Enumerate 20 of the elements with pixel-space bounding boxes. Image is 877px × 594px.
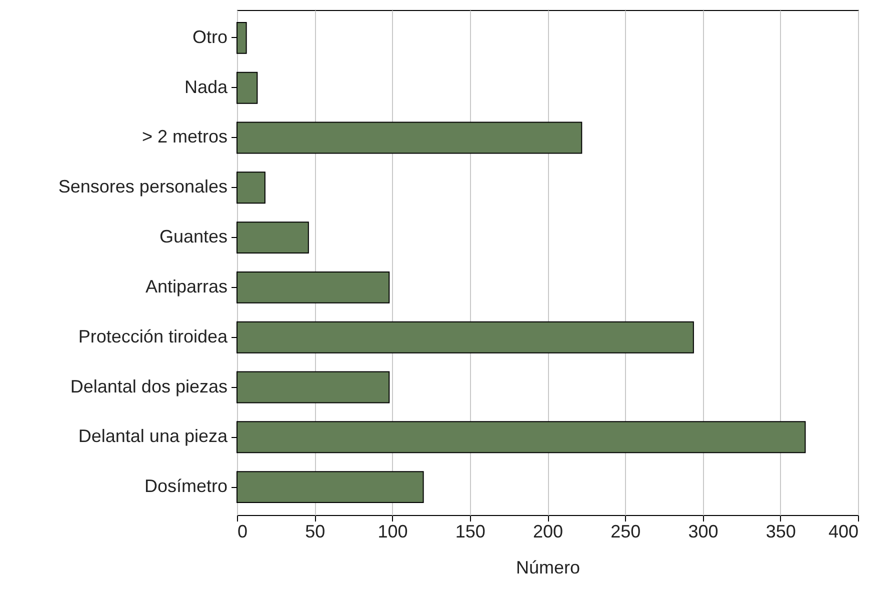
x-tick-label: 400 — [828, 522, 858, 542]
y-tick-label: Antiparras — [145, 276, 228, 296]
y-tick-label: Otro — [192, 26, 228, 47]
x-axis-title: Número — [516, 558, 580, 578]
y-tick-label: > 2 metros — [142, 126, 228, 147]
y-tick-label: Delantal una pieza — [78, 426, 228, 446]
x-tick-label: 100 — [378, 522, 408, 542]
x-tick-label: 200 — [532, 522, 564, 542]
y-tick-label: Nada — [184, 76, 228, 97]
x-tick-label: 250 — [610, 522, 641, 542]
x-tick-label: 150 — [455, 522, 486, 542]
x-tick-label: 300 — [688, 522, 718, 542]
y-tick-label: Dosímetro — [144, 476, 228, 496]
y-tick-label: Guantes — [159, 226, 228, 247]
y-tick-label: Delantal dos piezas — [70, 376, 228, 396]
y-tick-label: Sensores personales — [58, 176, 228, 197]
x-tick-label: 350 — [766, 522, 796, 542]
x-tick-label: 50 — [305, 522, 326, 542]
x-tick-label: 0 — [238, 522, 248, 542]
y-tick-label: Protección tiroidea — [78, 326, 228, 346]
